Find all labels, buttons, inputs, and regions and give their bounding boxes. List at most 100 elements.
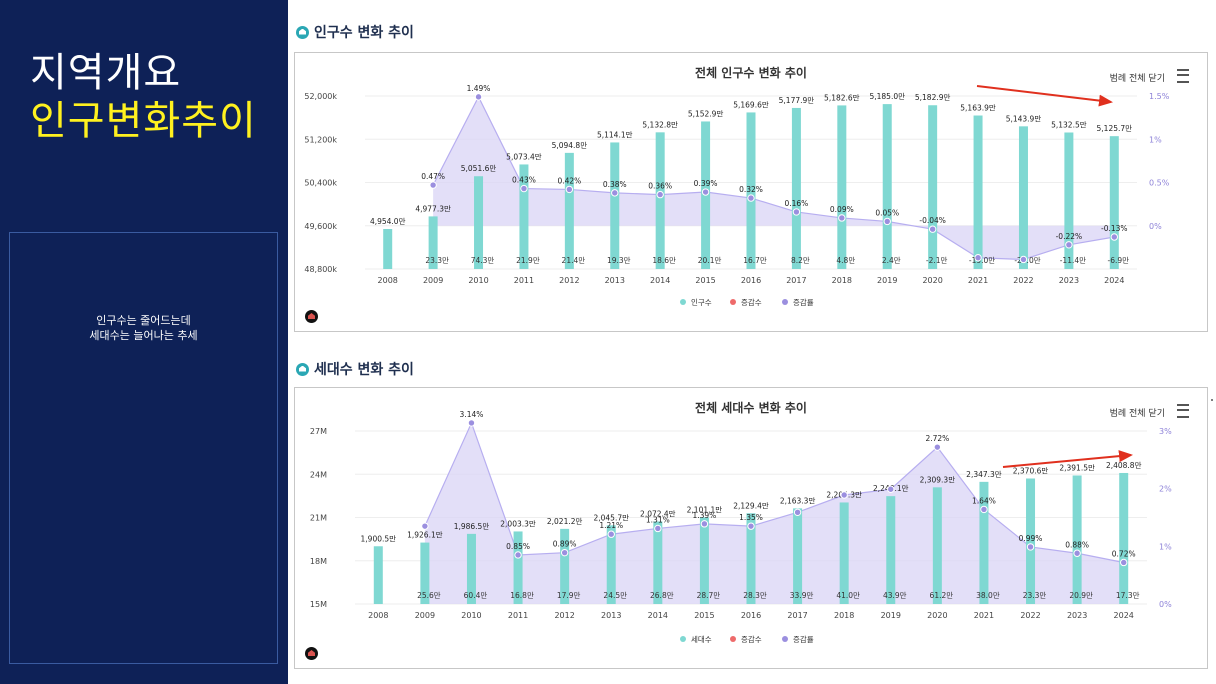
x-tick-label: 2018 [832,276,852,285]
y2-tick-label: 0% [1159,600,1172,609]
bar-value-label: 1,900.5만 [361,534,397,543]
bar-value-label: 2,003.3만 [500,519,536,528]
menu-icon[interactable] [1177,404,1189,418]
bar [746,513,756,604]
bar [1018,126,1028,269]
slide-subtitle: 인구변화추이 [30,98,257,144]
rate-label: 0.88% [1065,540,1089,549]
rate-point [607,530,615,538]
rate-area [433,96,1115,260]
y-tick-label: 52,000k [304,92,337,101]
rate-point [928,225,937,233]
sidebar: 지역개요 인구변화추이 인구수는 줄어드는데 세대수는 늘어나는 추세 [0,0,288,684]
x-tick-label: 2024 [1104,276,1124,285]
x-tick-label: 2024 [1114,611,1134,620]
rate-label: 1.35% [739,513,763,522]
y2-tick-label: 1% [1159,542,1172,551]
x-tick-label: 2023 [1059,276,1079,285]
rate-point [474,93,483,101]
bar-value-label: 2,129.4만 [733,501,769,510]
change-label: -19.0만 [969,256,995,265]
home-icon [296,25,309,39]
bar-value-label: 1,926.1만 [407,531,443,540]
legend-label: 증감률 [793,297,814,307]
change-label: 38.0만 [976,591,1000,600]
rate-point [792,208,801,216]
rate-point [838,214,846,222]
rate-label: 0.47% [421,172,445,181]
bar-value-label: 5,185.0만 [869,92,905,101]
bar-value-label: 5,073.4만 [506,152,542,161]
bar-value-label: 2,370.6만 [1013,466,1049,475]
note-line: 세대수는 늘어나는 추세 [89,329,198,342]
y-tick-label: 51,200k [304,135,337,144]
bar [513,531,523,604]
rate-point [700,520,709,528]
legend-marker [782,299,788,305]
rate-label: 0.38% [603,180,627,189]
x-tick-label: 2010 [468,276,488,285]
chart-title: 전체 인구수 변화 추이 [695,65,807,80]
bar [655,132,665,269]
bar [973,115,983,269]
bar [1064,132,1074,269]
rate-point [467,419,476,427]
rate-point [654,524,662,533]
rate-point [883,217,891,226]
rate-point [421,522,429,530]
change-label: 26.8만 [650,591,674,600]
y-tick-label: 50,400k [304,179,337,188]
change-label: 43.9만 [883,591,907,600]
change-label: 21.9만 [516,256,540,265]
bar [373,546,383,604]
rate-point [1073,549,1081,557]
note-text: 인구수는 줄어드는데 세대수는 늘어나는 추세 [10,313,277,343]
bar [653,521,663,604]
bar [383,228,393,269]
rate-point [1120,558,1128,567]
x-tick-label: 2014 [648,611,668,620]
note-line: 인구수는 줄어드는데 [96,314,191,327]
change-label: 8.2만 [791,256,810,265]
rate-label: 0.16% [784,199,808,208]
legend-toggle-button[interactable]: 범례 전체 닫기 [1109,409,1165,419]
bar [928,105,938,269]
change-label: 2.4만 [882,256,901,265]
rate-label: 0.72% [1112,549,1136,558]
rate-point [514,551,522,559]
x-tick-label: 2015 [694,611,714,620]
rate-label: 1.21% [599,521,623,530]
rate-area [424,422,1124,604]
x-tick-label: 2009 [415,611,435,620]
bar [746,112,756,269]
change-label: 24.5만 [603,591,627,600]
change-label: 16.7만 [743,256,767,265]
legend-label: 인구수 [691,297,712,307]
bar-value-label: 5,051.6만 [461,164,497,173]
rate-label: 0.32% [739,185,763,194]
bar-value-label: 5,132.8만 [642,120,678,129]
x-tick-label: 2022 [1013,276,1033,285]
y-tick-label: 18M [310,557,327,566]
change-label: 18.6만 [652,256,676,265]
rate-label: 1.31% [646,515,670,524]
y-tick-label: 21M [310,514,327,523]
rate-label: 0.85% [506,542,530,551]
change-label: -2.1만 [926,256,948,265]
x-tick-label: 2020 [922,276,942,285]
change-label: 4.8만 [836,256,855,265]
bar [519,164,529,269]
rate-label: 0.99% [1019,534,1043,543]
bar [474,176,484,269]
x-tick-label: 2019 [881,611,901,620]
legend-toggle-button[interactable]: 범례 전체 닫기 [1109,74,1165,84]
x-tick-label: 2022 [1020,611,1040,620]
x-tick-label: 2014 [650,276,670,285]
x-tick-label: 2008 [378,276,398,285]
bar [1119,472,1129,604]
rate-label: 3.14% [460,410,484,419]
rate-point [701,188,710,196]
x-tick-label: 2008 [368,611,388,620]
rate-point [1065,241,1073,249]
menu-icon[interactable] [1177,69,1189,83]
